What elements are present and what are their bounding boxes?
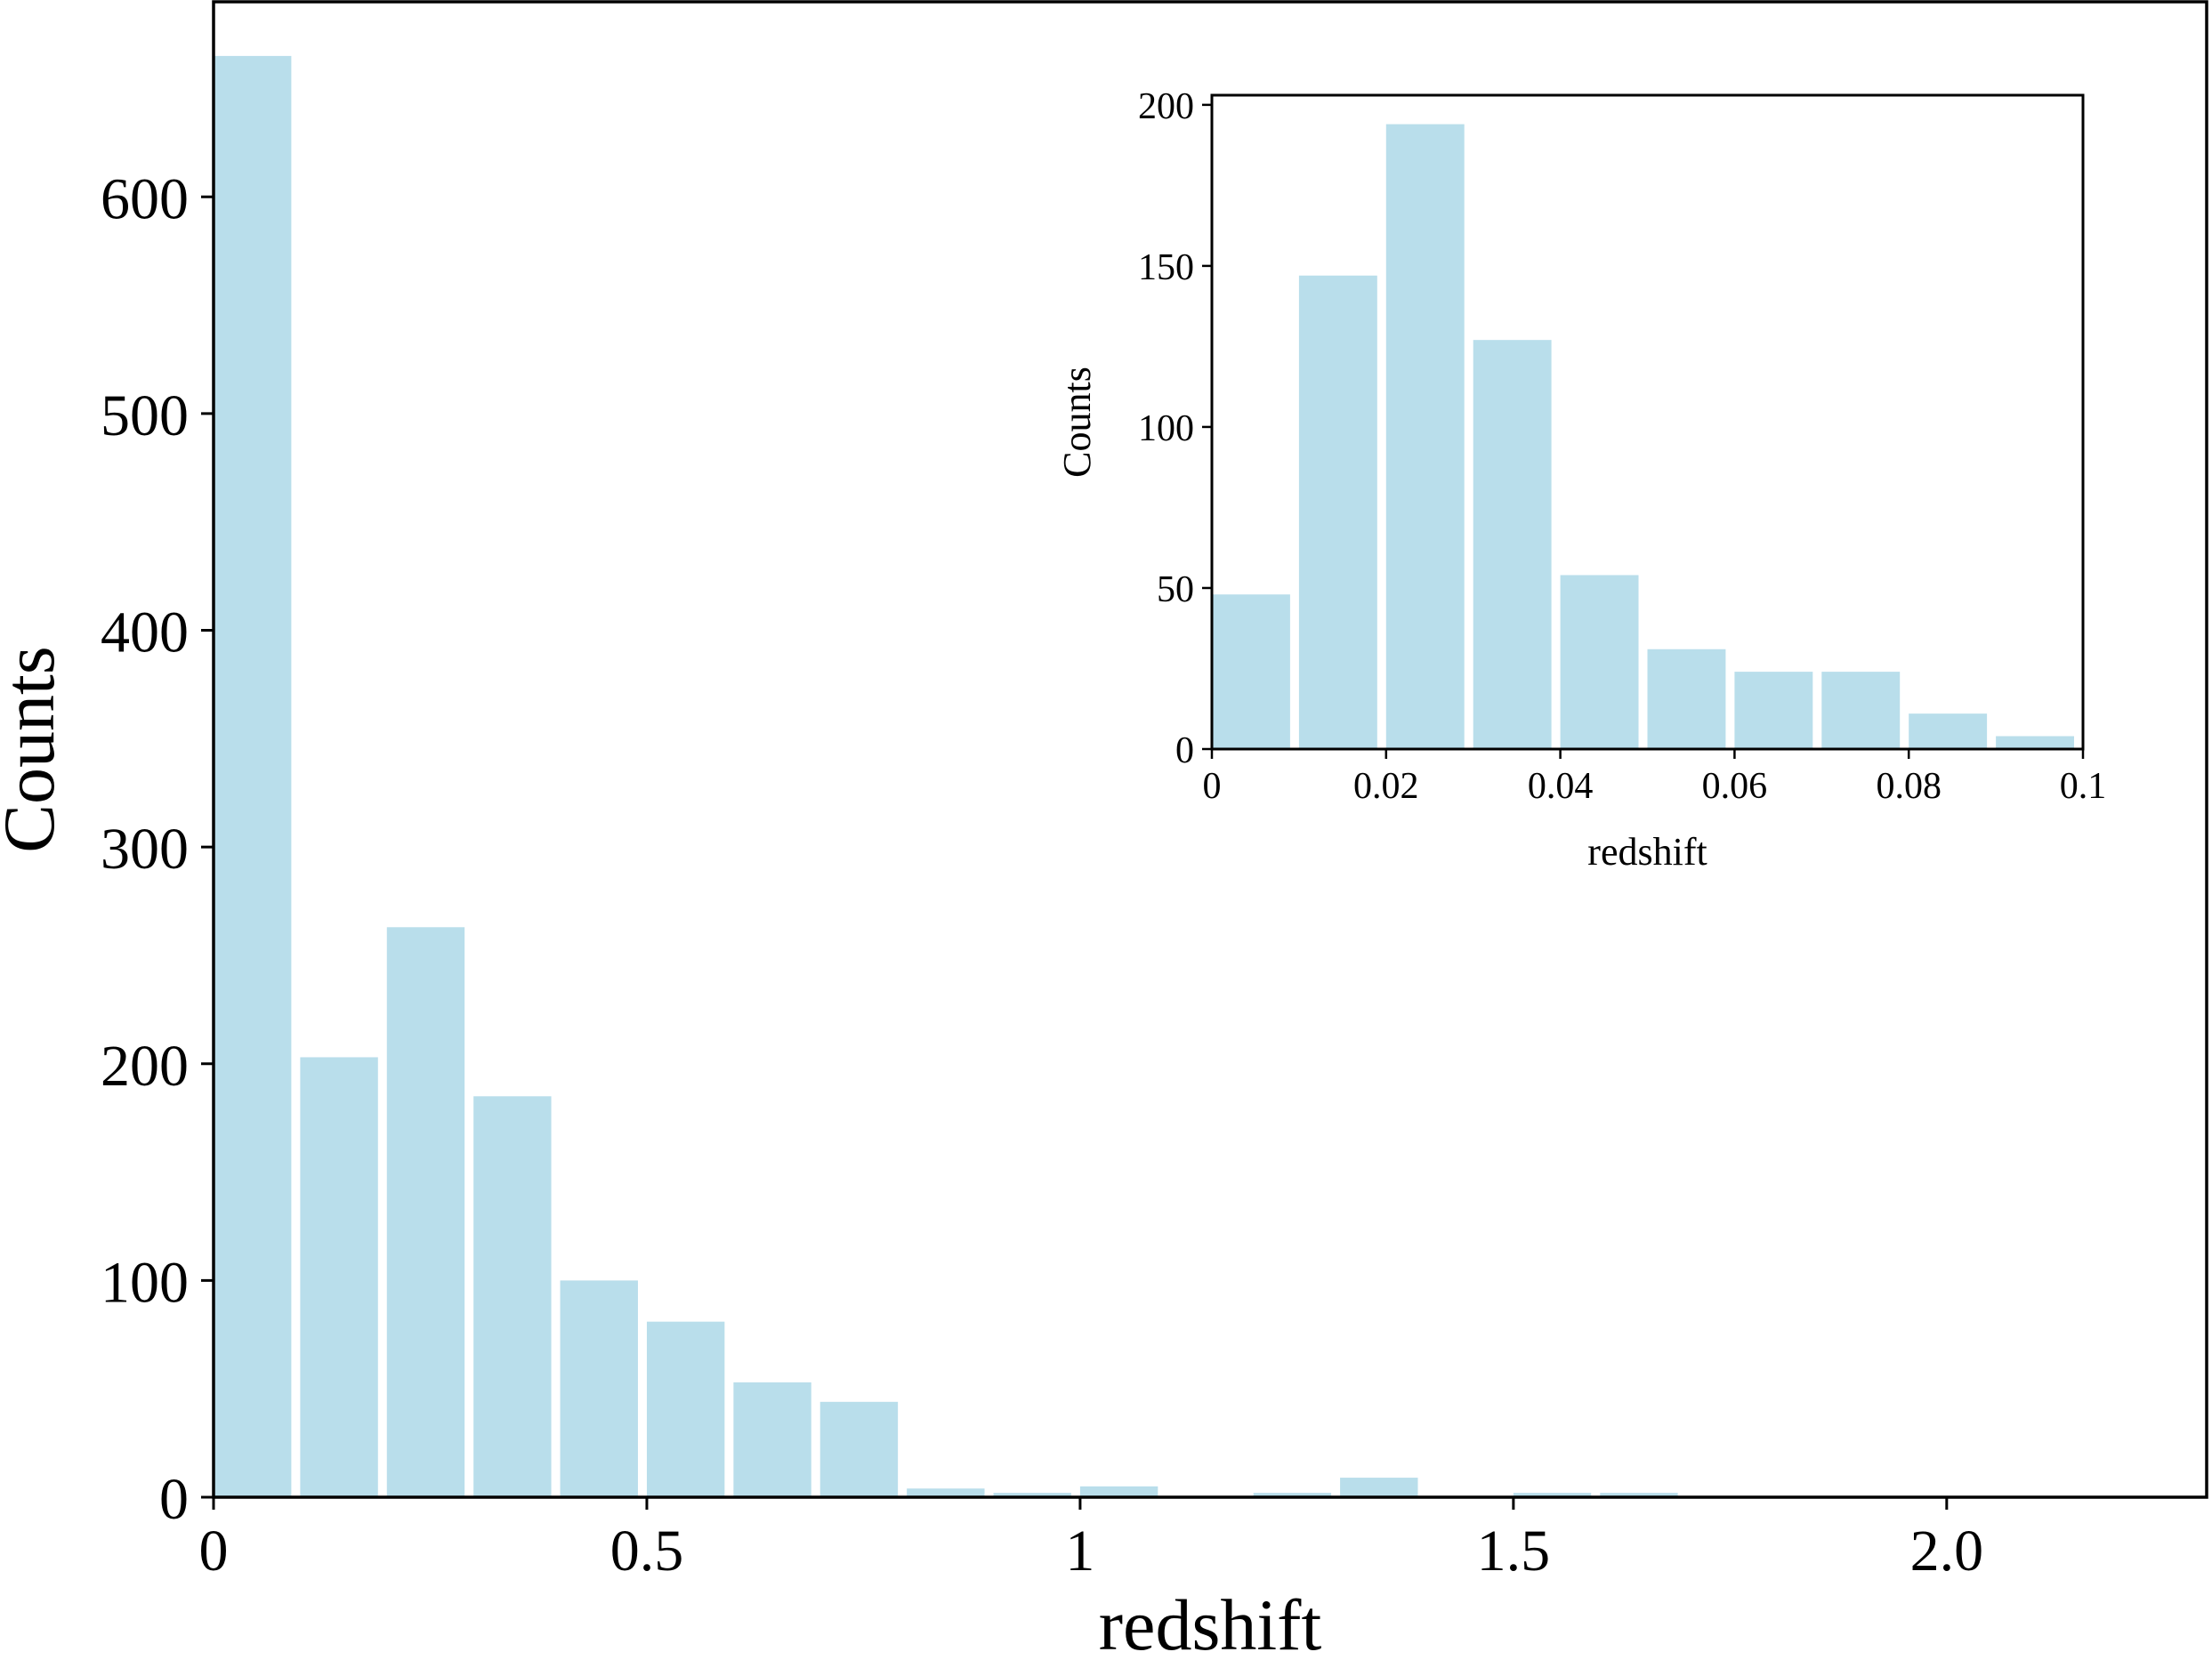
x-tick-label: 0.5 (610, 1519, 684, 1583)
histogram-bar (1909, 713, 1988, 749)
y-tick-label: 500 (101, 383, 189, 448)
y-tick-label: 400 (101, 600, 189, 665)
x-tick-label: 0.08 (1876, 766, 1942, 807)
x-tick-label: 0.02 (1353, 766, 1419, 807)
histogram-bar (1513, 1493, 1592, 1497)
histogram-bar (1298, 275, 1377, 749)
y-tick-label: 200 (1138, 86, 1194, 127)
histogram-bar (1647, 649, 1726, 749)
histogram-bar (1600, 1493, 1678, 1497)
y-tick-label: 600 (101, 166, 189, 231)
y-axis-label: Counts (1055, 367, 1099, 478)
histogram-bar (300, 1057, 378, 1497)
y-tick-label: 100 (1138, 408, 1194, 449)
histogram-bar (733, 1382, 811, 1497)
x-tick-label: 0.04 (1528, 766, 1594, 807)
histogram-bar (386, 927, 465, 1497)
plot-frame (1210, 93, 2085, 751)
y-axis-label: Counts (0, 646, 69, 852)
x-axis-label: redshift (1587, 830, 1707, 874)
histogram-bar (1253, 1493, 1332, 1497)
histogram-bar (1385, 124, 1465, 750)
histogram-bar (1821, 672, 1901, 749)
x-axis-label: redshift (1099, 1584, 1322, 1660)
x-tick-label: 1 (1065, 1519, 1094, 1583)
histogram-bar (993, 1493, 1071, 1497)
histogram-bar (473, 1096, 552, 1497)
inset-histogram: 0 0.02 0.04 0.06 0.08 0.1 0 50 100 150 200 redshift… (1055, 86, 2106, 874)
x-tick-label: 0 (1203, 766, 1222, 807)
histogram-bar (1734, 672, 1813, 749)
y-tick-label: 0 (159, 1467, 189, 1532)
y-tick-label: 100 (101, 1250, 189, 1315)
y-tick-label: 200 (101, 1034, 189, 1099)
histogram-bar (1996, 736, 2074, 749)
x-tick-label: 2.0 (1910, 1519, 1984, 1583)
histogram-bar (214, 55, 292, 1497)
histogram-bar (1560, 575, 1639, 749)
histogram-bar (1079, 1486, 1158, 1497)
y-tick-label: 0 (1175, 730, 1194, 771)
x-tick-label: 1.5 (1477, 1519, 1551, 1583)
y-tick-label: 300 (101, 817, 189, 882)
histogram-bar (1340, 1478, 1418, 1497)
histogram-bar (1212, 594, 1290, 749)
x-tick-label: 0 (199, 1519, 229, 1583)
x-tick-label: 0.1 (2060, 766, 2107, 807)
y-tick-label: 50 (1157, 569, 1194, 610)
histogram-bar (1473, 340, 1552, 749)
y-tick-label: 150 (1138, 247, 1194, 288)
plot-frame (212, 0, 2208, 1499)
histogram-bar (560, 1280, 638, 1497)
histogram-bar (819, 1401, 899, 1497)
histogram-bar (646, 1321, 725, 1497)
histogram-bar (907, 1488, 985, 1497)
x-tick-label: 0.06 (1702, 766, 1768, 807)
